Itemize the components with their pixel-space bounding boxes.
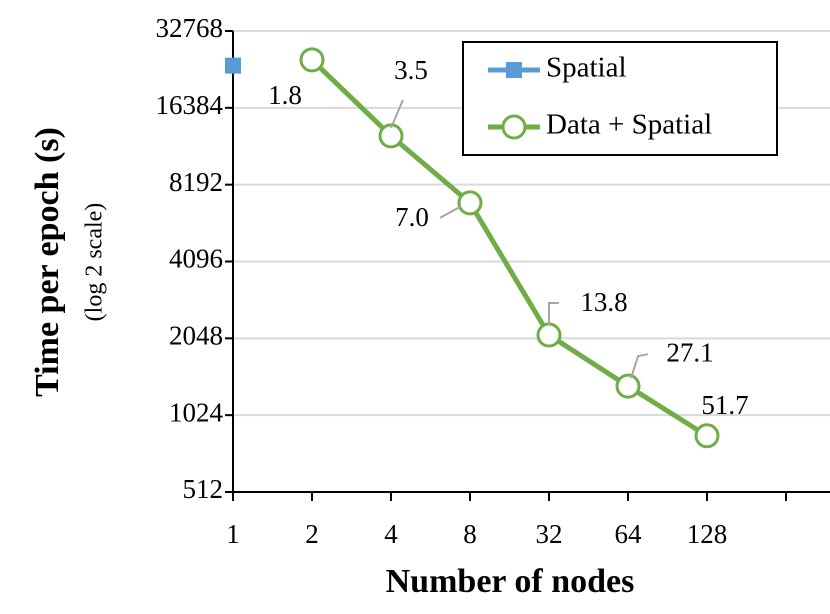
point-marker <box>694 423 720 449</box>
y-tick-label: 32768 <box>156 13 224 43</box>
data-label: 1.8 <box>268 80 302 110</box>
x-tick-label: 64 <box>615 519 643 549</box>
y-axis-title: Time per epoch (s) <box>29 127 66 397</box>
point-marker <box>378 123 404 149</box>
x-tick-label: 32 <box>536 519 563 549</box>
y-tick-label: 512 <box>183 474 224 504</box>
y-axis-subtitle: (log 2 scale) <box>82 203 108 322</box>
legend-label: Data + Spatial <box>546 109 712 141</box>
x-tick-label: 1 <box>226 519 240 549</box>
x-tick-label: 2 <box>305 519 319 549</box>
label-leader <box>439 206 461 219</box>
legend-marker <box>501 114 527 140</box>
label-leader <box>548 302 559 326</box>
point-marker <box>457 190 483 216</box>
point-marker <box>536 322 562 348</box>
y-tick-label: 16384 <box>156 90 224 120</box>
legend-marker <box>506 62 522 78</box>
y-tick-label: 8192 <box>169 167 223 197</box>
y-tick-label: 2048 <box>169 321 223 351</box>
data-label: 13.8 <box>580 287 627 317</box>
x-tick-label: 8 <box>463 519 477 549</box>
label-leader <box>630 353 649 379</box>
data-label: 3.5 <box>394 55 428 85</box>
point-marker <box>299 47 325 73</box>
x-tick-label: 4 <box>384 519 398 549</box>
x-tick-label: 128 <box>687 519 728 549</box>
y-tick-label: 4096 <box>169 244 223 274</box>
data-label: 27.1 <box>666 337 713 367</box>
point-marker <box>615 373 641 399</box>
legend-label: Spatial <box>546 52 627 84</box>
series-line <box>310 58 709 438</box>
label-leader <box>390 99 404 129</box>
data-label: 7.0 <box>395 202 429 232</box>
x-axis-title: Number of nodes <box>386 563 635 600</box>
point-marker <box>225 57 241 74</box>
y-tick-label: 1024 <box>169 397 224 427</box>
data-label: 51.7 <box>701 390 748 420</box>
